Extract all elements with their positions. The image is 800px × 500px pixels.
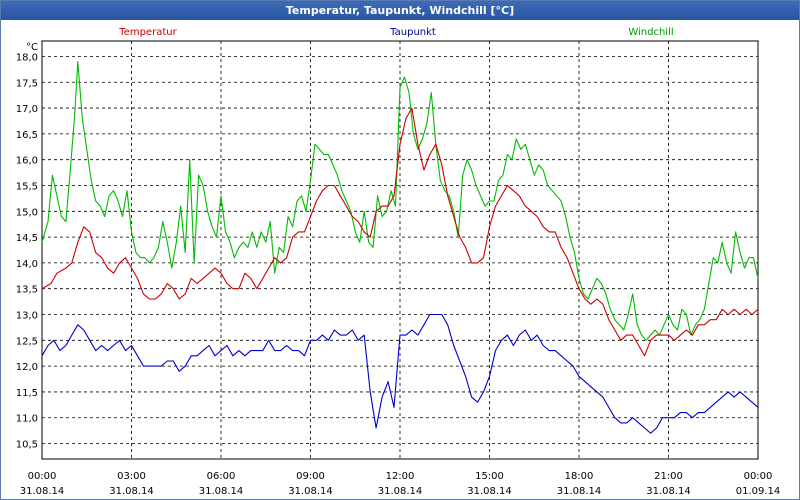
y-tick-label: 12,0 — [16, 362, 38, 373]
y-tick-label: 17,0 — [16, 104, 38, 115]
y-tick-label: 15,0 — [16, 207, 38, 218]
x-tick-date: 31.08.14 — [646, 486, 691, 497]
y-tick-label: 14,5 — [16, 233, 38, 244]
y-tick-label: 17,5 — [16, 78, 38, 89]
y-tick-label: 10,5 — [16, 440, 38, 451]
x-tick-time: 00:00 — [28, 471, 57, 482]
y-tick-label: 11,0 — [16, 414, 38, 425]
x-tick-time: 09:00 — [296, 471, 325, 482]
x-tick-date: 31.08.14 — [288, 486, 333, 497]
chart-title: Temperatur, Taupunkt, Windchill [°C] — [1, 1, 799, 20]
x-tick-date: 31.08.14 — [467, 486, 512, 497]
y-tick-label: 16,5 — [16, 130, 38, 141]
y-tick-label: 15,5 — [16, 181, 38, 192]
x-tick-time: 06:00 — [207, 471, 236, 482]
x-tick-time: 00:00 — [744, 471, 773, 482]
series-temperatur-line — [41, 107, 759, 357]
y-tick-label: 18,0 — [16, 52, 38, 63]
series-windchill-line — [41, 61, 759, 341]
legend-temperatur: Temperatur — [118, 27, 177, 38]
series-taupunkt-line — [41, 313, 759, 434]
x-tick-date: 31.08.14 — [199, 486, 244, 497]
y-tick-label: 14,0 — [16, 259, 38, 270]
y-axis-unit: °C — [26, 42, 38, 53]
x-tick-time: 12:00 — [386, 471, 415, 482]
x-tick-date: 31.08.14 — [109, 486, 154, 497]
x-tick-time: 15:00 — [475, 471, 504, 482]
x-tick-time: 03:00 — [117, 471, 146, 482]
y-tick-label: 13,0 — [16, 311, 38, 322]
x-tick-time: 21:00 — [654, 471, 683, 482]
legend-taupunkt: Taupunkt — [389, 27, 436, 38]
legend-windchill: Windchill — [628, 27, 673, 38]
x-tick-date: 31.08.14 — [20, 486, 65, 497]
x-tick-date: 31.08.14 — [557, 486, 602, 497]
y-tick-label: 11,5 — [16, 388, 38, 399]
y-tick-label: 13,5 — [16, 285, 38, 296]
x-tick-date: 31.08.14 — [378, 486, 423, 497]
y-tick-label: 16,0 — [16, 156, 38, 167]
x-tick-time: 18:00 — [565, 471, 594, 482]
y-tick-label: 12,5 — [16, 336, 38, 347]
x-tick-date: 01.09.14 — [736, 486, 781, 497]
